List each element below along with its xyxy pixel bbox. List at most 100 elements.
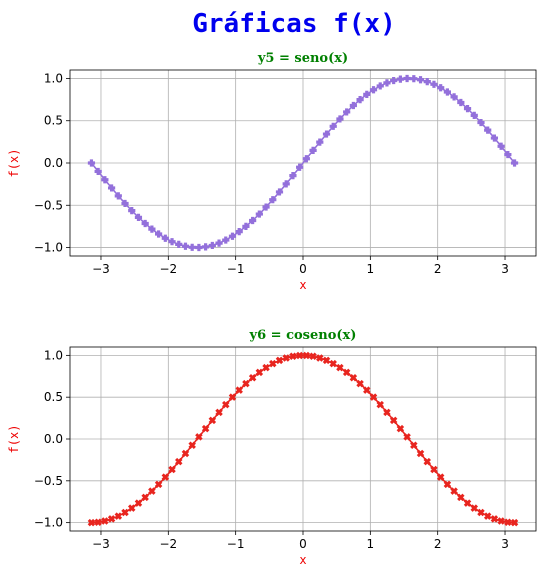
- data-point: [437, 84, 445, 92]
- x-tick-label: 1: [367, 262, 375, 276]
- data-point: [484, 126, 492, 134]
- data-point: [228, 393, 237, 401]
- data-point: [309, 146, 317, 154]
- data-point: [477, 508, 485, 517]
- data-point: [490, 515, 499, 523]
- data-point: [396, 75, 404, 83]
- data-point: [242, 222, 250, 230]
- data-point: [94, 518, 102, 526]
- data-point: [127, 504, 136, 512]
- data-point: [242, 379, 250, 388]
- data-point: [141, 219, 149, 228]
- data-point: [450, 93, 458, 101]
- data-point: [430, 80, 438, 88]
- data-point: [504, 150, 512, 159]
- x-tick-label: −3: [92, 262, 110, 276]
- data-point: [457, 493, 465, 502]
- data-point: [154, 480, 163, 489]
- subplot-title: y6 = coseno(x): [249, 328, 357, 343]
- data-point: [342, 368, 351, 377]
- data-point: [168, 238, 176, 246]
- data-point: [202, 243, 210, 251]
- data-point: [228, 232, 237, 240]
- data-point: [329, 359, 337, 368]
- data-point: [356, 379, 364, 388]
- data-point: [222, 400, 230, 409]
- x-tick-label: −2: [159, 537, 177, 551]
- data-point: [295, 351, 304, 360]
- data-point: [497, 517, 505, 525]
- data-point: [463, 105, 472, 113]
- data-point: [215, 239, 223, 247]
- data-point: [302, 155, 310, 163]
- data-point: [430, 465, 438, 474]
- x-tick-label: 0: [299, 262, 307, 276]
- x-tick-label: 2: [434, 262, 442, 276]
- y-tick-label: −0.5: [34, 198, 63, 212]
- data-point: [208, 241, 216, 250]
- data-point: [121, 199, 129, 208]
- data-point: [410, 441, 418, 449]
- data-point: [497, 142, 505, 150]
- y-axis-label: f(x): [7, 425, 21, 454]
- data-point: [376, 400, 384, 409]
- data-point: [181, 242, 190, 250]
- data-point: [168, 465, 176, 474]
- data-point: [289, 172, 297, 180]
- data-point: [510, 159, 519, 167]
- data-point: [121, 508, 129, 517]
- data-point: [208, 416, 217, 425]
- data-point: [114, 192, 122, 200]
- data-point: [309, 352, 317, 361]
- data-point: [101, 176, 109, 184]
- data-point: [443, 88, 451, 96]
- data-point: [101, 517, 109, 525]
- data-point: [275, 188, 284, 196]
- data-point: [148, 487, 156, 495]
- y-tick-label: 1.0: [44, 348, 63, 362]
- data-point: [356, 96, 364, 104]
- data-point: [383, 79, 391, 87]
- data-point: [249, 216, 257, 225]
- data-point: [262, 203, 270, 211]
- y-tick-label: −1.0: [34, 516, 63, 530]
- data-point: [195, 243, 203, 252]
- data-point: [336, 363, 344, 372]
- data-point: [443, 480, 452, 489]
- data-point: [181, 449, 190, 458]
- data-point: [369, 86, 378, 94]
- data-point: [504, 518, 512, 526]
- data-point: [269, 359, 277, 368]
- data-point: [416, 76, 425, 84]
- data-point: [296, 163, 304, 171]
- data-point: [155, 230, 163, 238]
- data-point: [322, 130, 331, 138]
- data-point: [302, 351, 311, 360]
- data-point: [403, 433, 411, 441]
- series-line: [91, 354, 515, 524]
- subplot-sine: −3 −2 −1 0 1 2 3 −1.0 −0.5 0.0 0.5 1.0 y5 = seno(x) x…: [7, 51, 537, 292]
- data-point: [376, 82, 384, 90]
- y-tick-label: −1.0: [34, 241, 63, 255]
- data-point: [282, 354, 290, 362]
- data-point: [222, 236, 230, 244]
- data-point: [436, 473, 445, 481]
- series-line: [90, 77, 516, 249]
- data-point: [255, 368, 264, 377]
- x-tick-label: 0: [299, 537, 307, 551]
- figure-title: Gráficas f(x): [192, 9, 396, 39]
- x-axis-label: x: [299, 278, 306, 292]
- data-point: [275, 356, 284, 365]
- data-point: [141, 493, 149, 502]
- data-point: [470, 504, 479, 512]
- data-point: [369, 393, 378, 401]
- data-point: [457, 98, 465, 107]
- data-point: [329, 122, 337, 130]
- data-point: [87, 159, 96, 167]
- data-point: [282, 180, 290, 188]
- y-axis-label: f(x): [7, 149, 21, 178]
- x-tick-label: 1: [367, 537, 375, 551]
- data-point: [161, 234, 169, 242]
- data-point: [450, 487, 458, 495]
- data-point: [322, 356, 331, 365]
